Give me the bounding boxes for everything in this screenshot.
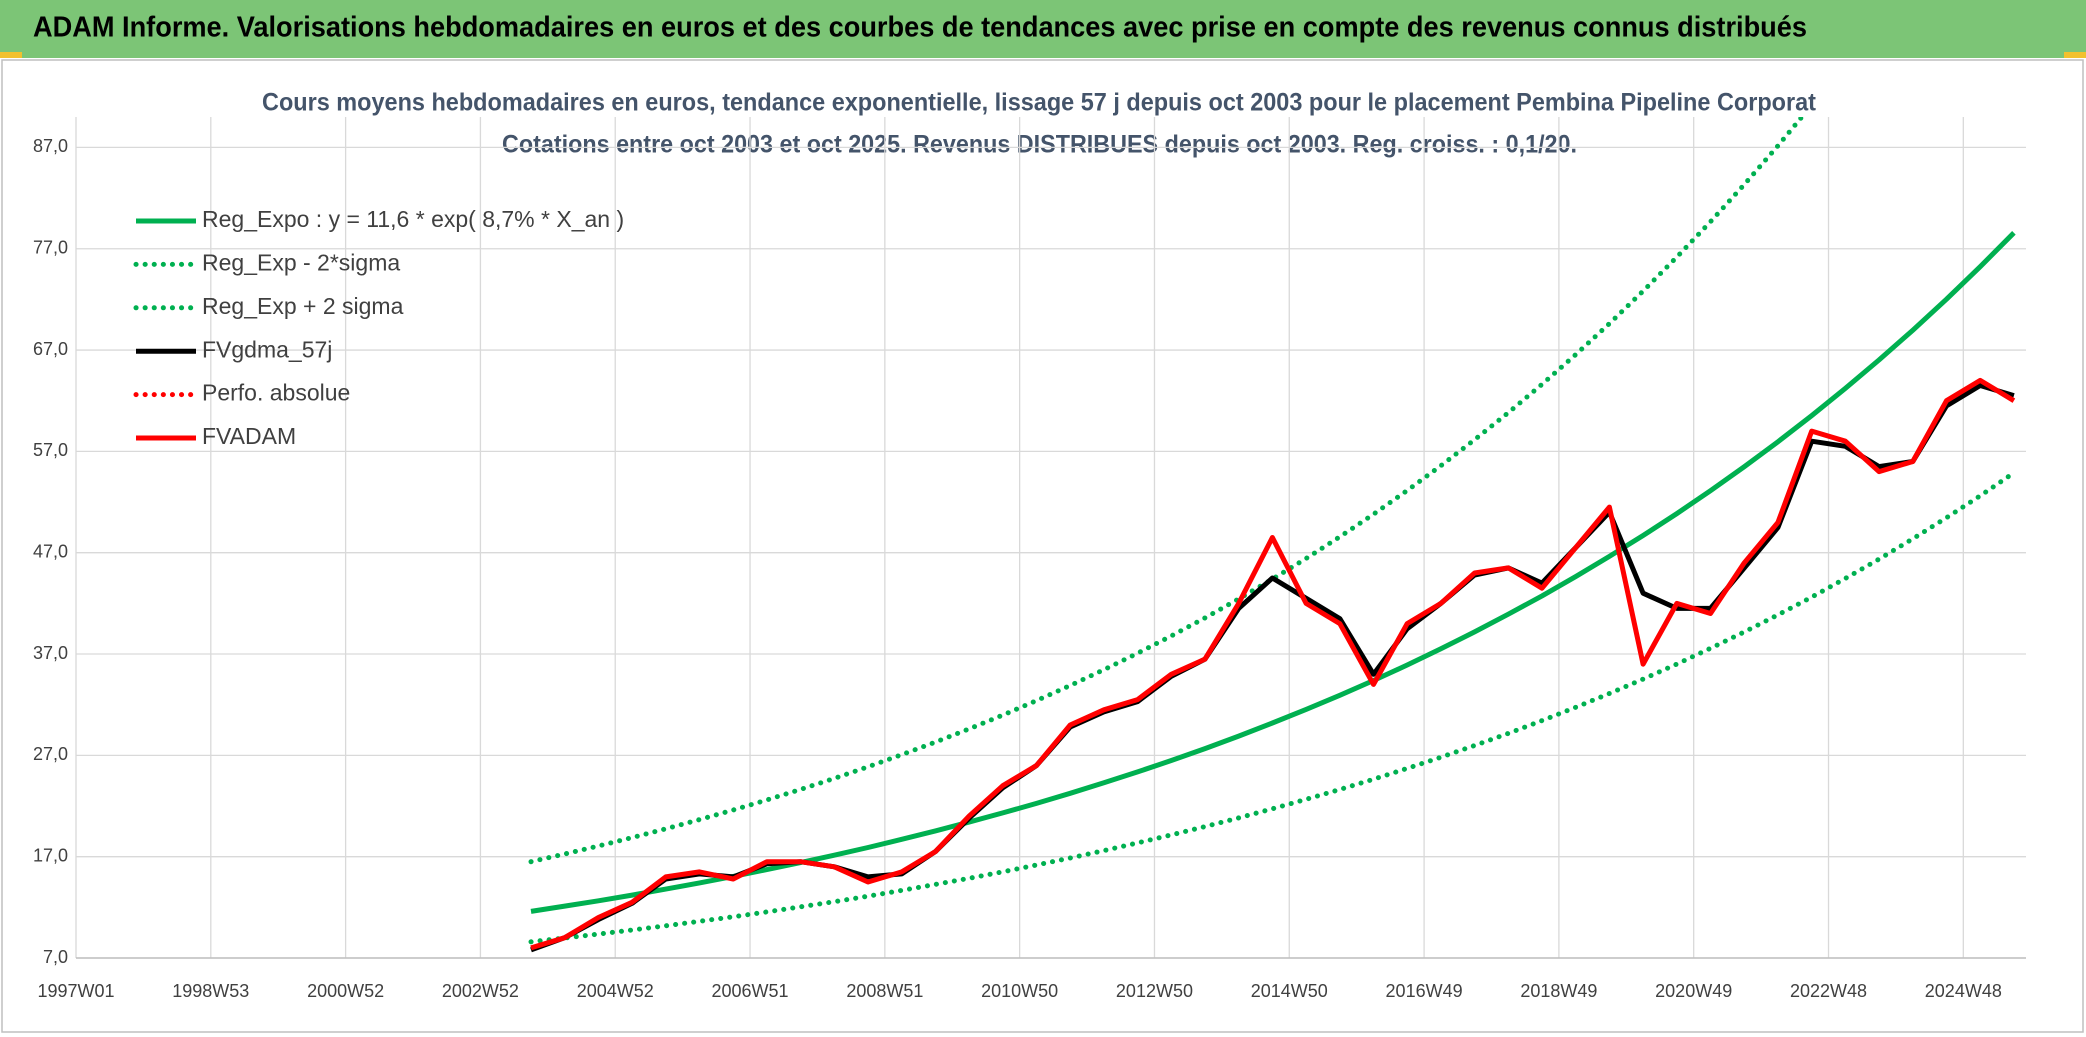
series-line	[530, 231, 2016, 914]
header-title: ADAM Informe. Valorisations hebdomadaire…	[33, 12, 1807, 44]
chart-subtitle: Cotations entre oct 2003 et oct 2025. Re…	[502, 131, 1577, 159]
x-tick-label: 1998W53	[172, 981, 249, 1001]
y-tick-label: 47,0	[33, 541, 68, 561]
y-tick-label: 27,0	[33, 744, 68, 764]
y-tick-label: 77,0	[33, 237, 68, 257]
x-tick-label: 2022W48	[1790, 981, 1867, 1001]
y-tick-label: 17,0	[33, 845, 68, 865]
y-tick-label: 57,0	[33, 440, 68, 460]
x-tick-label: 2004W52	[577, 981, 654, 1001]
x-tick-label: 2018W49	[1520, 981, 1597, 1001]
legend-label: Reg_Exp - 2*sigma	[202, 249, 400, 275]
legend-label: Reg_Exp + 2 sigma	[202, 293, 404, 319]
legend-label: FVgdma_57j	[202, 336, 332, 362]
x-tick-label: 2012W50	[1116, 981, 1193, 1001]
x-tick-label: 1997W01	[37, 981, 114, 1001]
header-bar	[0, 0, 2086, 58]
x-tick-label: 2024W48	[1925, 981, 2002, 1001]
y-tick-label: 67,0	[33, 339, 68, 359]
x-tick-label: 2002W52	[442, 981, 519, 1001]
x-tick-label: 2000W52	[307, 981, 384, 1001]
legend-label: FVADAM	[202, 423, 296, 449]
series-line	[530, 377, 2016, 951]
x-tick-label: 2020W49	[1655, 981, 1732, 1001]
x-tick-label: 2014W50	[1251, 981, 1328, 1001]
series-line	[528, 117, 1806, 865]
plot-area	[528, 117, 2017, 953]
corner-mark	[2064, 52, 2086, 58]
chart-title: Cours moyens hebdomadaires en euros, ten…	[262, 89, 1817, 117]
x-tick-label: 2008W51	[846, 981, 923, 1001]
legend-label: Perfo. absolue	[202, 380, 350, 406]
series-line	[528, 470, 2017, 945]
y-tick-label: 87,0	[33, 136, 68, 156]
x-tick-label: 2016W49	[1386, 981, 1463, 1001]
corner-mark	[0, 52, 22, 58]
y-tick-label: 37,0	[33, 643, 68, 663]
y-tick-label: 7,0	[43, 947, 68, 967]
chart-frame	[1, 59, 2084, 1033]
x-tick-label: 2010W50	[981, 981, 1058, 1001]
legend-label: Reg_Expo : y = 11,6 * exp( 8,7% * X_an )	[202, 206, 624, 232]
x-tick-label: 2006W51	[712, 981, 789, 1001]
